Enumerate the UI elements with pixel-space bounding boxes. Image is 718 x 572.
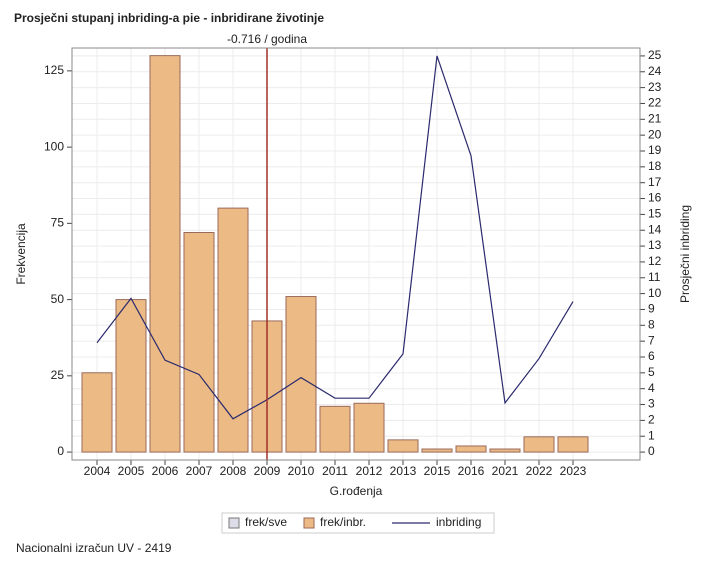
x-tick-label: 2009 <box>254 464 281 478</box>
bar <box>285 296 317 453</box>
y2-tick-label: 13 <box>648 238 662 252</box>
reference-label: -0.716 / godina <box>227 32 307 46</box>
y2-tick-label: 4 <box>648 381 655 395</box>
x-tick-label: 2021 <box>492 464 519 478</box>
y-tick-label: 0 <box>57 444 64 458</box>
bar <box>217 207 249 453</box>
y2-tick-label: 1 <box>648 428 655 442</box>
legend-label: frek/inbr. <box>320 515 366 529</box>
bar <box>115 299 147 453</box>
y2-tick-label: 24 <box>648 64 662 78</box>
x-tick-label: 2022 <box>526 464 553 478</box>
y-axis-label: Frekvencija <box>14 223 28 285</box>
footer: Nacionalni izračun UV - 2419 <box>16 541 172 555</box>
y2-tick-label: 19 <box>648 143 662 157</box>
y2-tick-label: 11 <box>648 270 661 284</box>
y2-tick-label: 23 <box>648 80 662 94</box>
bar <box>81 372 113 453</box>
y2-tick-label: 17 <box>648 175 662 189</box>
bar <box>183 232 215 453</box>
bar <box>387 439 419 453</box>
y-tick-label: 125 <box>44 63 64 77</box>
y2-tick-label: 6 <box>648 349 655 363</box>
y2-tick-label: 21 <box>648 111 662 125</box>
x-tick-label: 2012 <box>356 464 383 478</box>
y2-tick-label: 18 <box>648 159 662 173</box>
y2-tick-label: 25 <box>648 48 662 62</box>
y2-tick-label: 10 <box>648 286 662 300</box>
x-tick-label: 2006 <box>152 464 179 478</box>
x-tick-label: 2005 <box>118 464 145 478</box>
legend-swatch <box>303 517 315 529</box>
x-tick-label: 2011 <box>322 464 348 478</box>
y2-tick-label: 9 <box>648 302 655 316</box>
x-tick-label: 2004 <box>84 464 111 478</box>
y-tick-label: 50 <box>51 292 65 306</box>
bar <box>353 402 385 453</box>
x-tick-label: 2023 <box>560 464 587 478</box>
x-tick-label: 2007 <box>186 464 213 478</box>
y2-tick-label: 5 <box>648 365 655 379</box>
bar <box>149 55 181 453</box>
y2-tick-label: 20 <box>648 127 662 141</box>
plot-frame <box>71 47 641 461</box>
y2-tick-label: 22 <box>648 96 662 110</box>
y-tick-label: 100 <box>44 139 64 153</box>
y-tick-label: 75 <box>51 216 65 230</box>
bar <box>455 445 487 453</box>
y2-tick-label: 0 <box>648 444 655 458</box>
y2-tick-label: 8 <box>648 317 655 331</box>
legend-box <box>221 512 495 534</box>
line <box>96 55 574 420</box>
y2-tick-label: 7 <box>648 333 655 347</box>
y2-tick-label: 16 <box>648 191 662 205</box>
bar <box>489 448 521 453</box>
chart-title: Prosječni stupanj inbriding-a pie - inbr… <box>14 11 324 25</box>
legend-label: inbriding <box>436 515 481 529</box>
x-tick-label: 2010 <box>288 464 315 478</box>
bar <box>319 405 351 453</box>
x-tick-label: 2015 <box>424 464 451 478</box>
y2-tick-label: 12 <box>648 254 662 268</box>
legend-swatch <box>228 517 240 529</box>
bar <box>421 448 453 453</box>
x-tick-label: 2013 <box>390 464 417 478</box>
x-tick-label: 2008 <box>220 464 247 478</box>
bar <box>523 436 555 453</box>
y2-tick-label: 14 <box>648 222 662 236</box>
y2-tick-label: 2 <box>648 413 655 427</box>
y2-tick-label: 3 <box>648 397 655 411</box>
y2-axis-label: Prosječni inbriding <box>678 205 692 303</box>
x-axis-label: G.rođenja <box>330 484 383 498</box>
legend-label: frek/sve <box>245 515 287 529</box>
y-tick-label: 25 <box>51 368 65 382</box>
y2-tick-label: 15 <box>648 207 662 221</box>
x-tick-label: 2016 <box>458 464 485 478</box>
bar <box>557 436 589 453</box>
